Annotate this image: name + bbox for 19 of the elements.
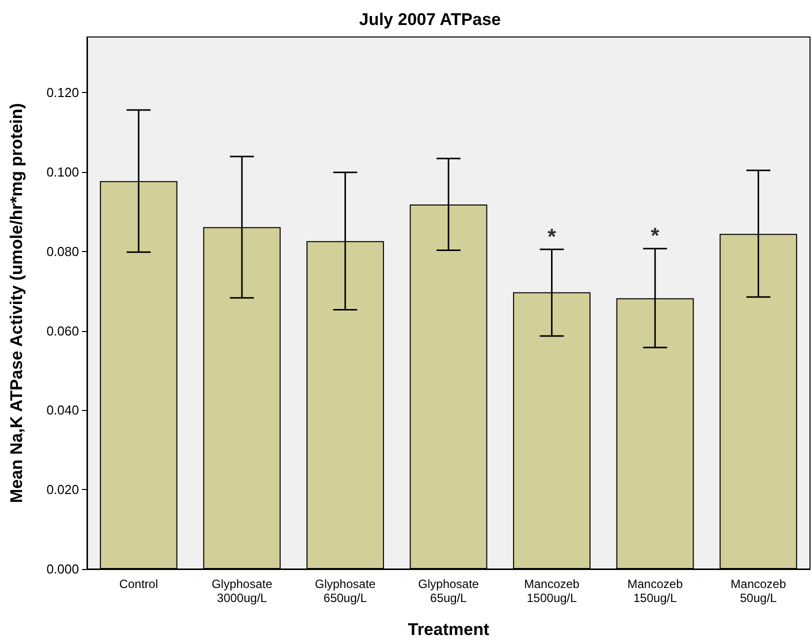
- y-tick-label: 0.040: [46, 402, 79, 418]
- x-tick-label: Control: [119, 577, 158, 591]
- annotation: *: [548, 224, 557, 249]
- x-tick-label: Glyphosate 3000ug/L: [212, 577, 273, 605]
- x-tick-label: Mancozeb 1500ug/L: [524, 577, 580, 605]
- y-tick-label: 0.000: [46, 562, 79, 576]
- annotation: *: [650, 223, 660, 248]
- y-tick-label: 0.100: [46, 164, 79, 180]
- chart-title: July 2007 ATPase: [359, 10, 501, 29]
- x-tick-label: Mancozeb 50ug/L: [730, 577, 786, 605]
- x-tick-label: Glyphosate 65ug/L: [418, 577, 480, 605]
- y-tick-label: 0.120: [46, 85, 79, 100]
- x-tick-label: Glyphosate 650ug/L: [314, 577, 376, 605]
- y-tick-label: 0.060: [46, 323, 79, 338]
- y-tick-label: 0.080: [46, 244, 79, 259]
- x-axis-title: Treatment: [408, 620, 490, 639]
- y-tick-label: 0.020: [46, 482, 79, 498]
- y-axis-title: Mean Na,K ATPase Activity (umole/hr*mg protein): [7, 103, 26, 503]
- x-tick-label: Mancozeb 150ug/L: [627, 577, 684, 605]
